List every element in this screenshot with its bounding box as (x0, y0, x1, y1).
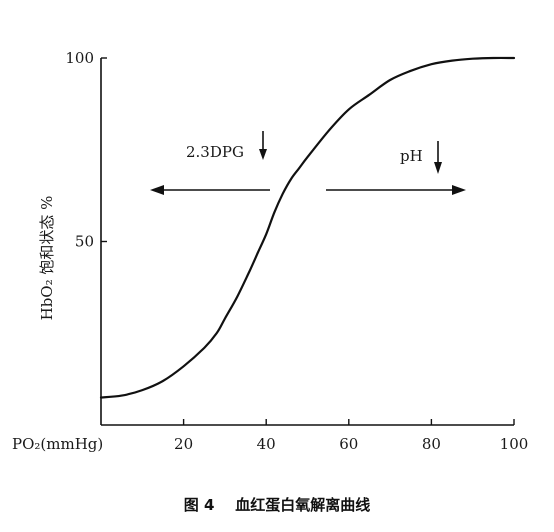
x-tick-label: 60 (339, 435, 358, 453)
down-arrow-icon (434, 141, 442, 174)
x-tick-label: 40 (257, 435, 276, 453)
axes (100, 58, 514, 426)
figure-caption: 图 4 血红蛋白氧解离曲线 (184, 496, 371, 514)
y-tick-label: 50 (75, 233, 94, 251)
annotation-2-3dpg: 2.3DPG (186, 143, 244, 161)
x-tick-label: 100 (500, 435, 529, 453)
annotation-ph: pH (400, 147, 423, 165)
x-tick-label: 20 (174, 435, 193, 453)
right-arrow-icon (326, 185, 466, 195)
x-axis-label: PO₂(mmHg) (12, 435, 103, 453)
left-arrow-icon (150, 185, 270, 195)
ticks: 20 40 60 80 100 50 100 (65, 49, 528, 453)
x-tick-label: 80 (422, 435, 441, 453)
y-tick-label: 100 (65, 49, 94, 67)
y-axis-label: HbO₂ 饱和状态 % (38, 196, 56, 321)
dissociation-curve (99, 56, 516, 399)
down-arrow-icon (259, 131, 267, 160)
